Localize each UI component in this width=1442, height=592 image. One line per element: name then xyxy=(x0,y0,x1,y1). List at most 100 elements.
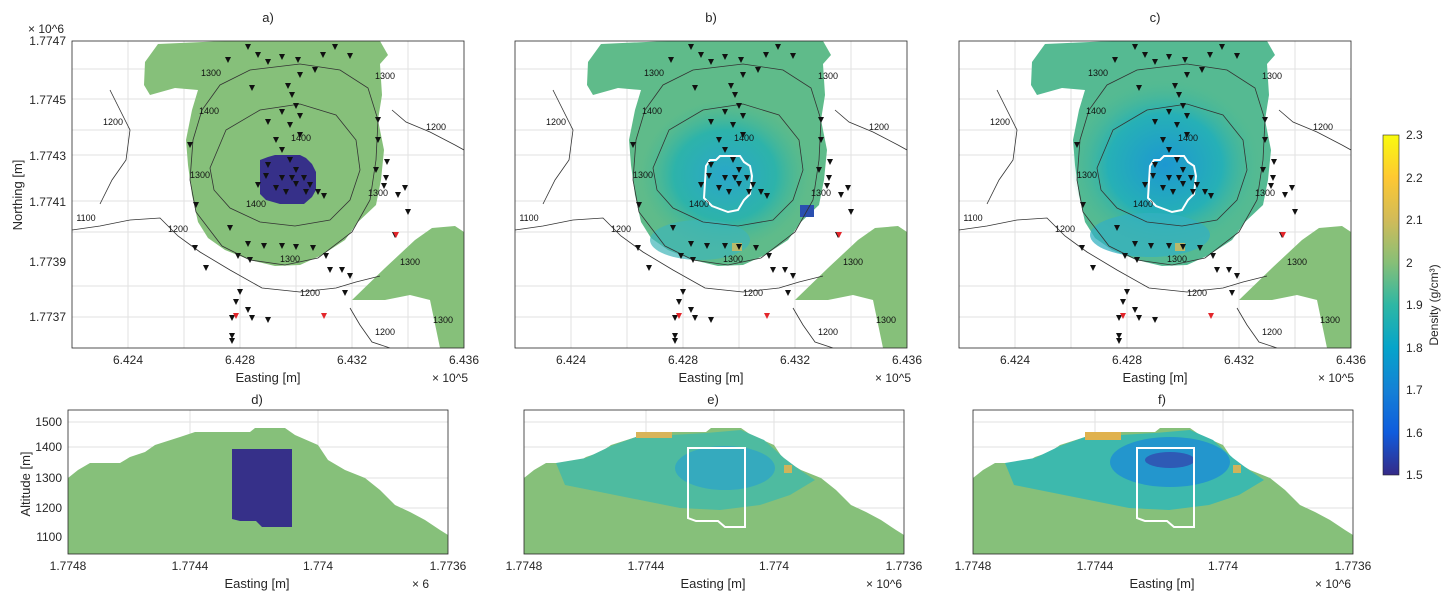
station-marker xyxy=(1208,193,1214,199)
station-marker xyxy=(1197,245,1203,251)
station-marker xyxy=(1262,117,1268,123)
station-marker xyxy=(1166,147,1172,153)
station-marker xyxy=(736,103,742,109)
station-marker xyxy=(1219,44,1225,50)
svg-text:1.7743: 1.7743 xyxy=(29,149,66,163)
contour-label: 1300 xyxy=(1255,188,1275,198)
station-marker xyxy=(327,267,333,273)
station-marker xyxy=(402,185,408,191)
station-marker xyxy=(265,162,271,168)
station-marker xyxy=(1174,157,1180,163)
station-marker xyxy=(676,313,682,319)
contour-label: 1400 xyxy=(1133,199,1153,209)
station-marker xyxy=(764,193,770,199)
station-marker xyxy=(1170,189,1176,195)
panel-b-stations xyxy=(630,44,854,344)
station-marker xyxy=(375,137,381,143)
contour-label: 1300 xyxy=(723,254,743,264)
contour-label: 1300 xyxy=(1262,71,1282,81)
svg-text:1.7739: 1.7739 xyxy=(29,255,66,269)
station-marker xyxy=(678,253,684,259)
panel-d: d) 1100 1200 1300 1400 1500 1.7748 1.774… xyxy=(18,392,467,591)
station-marker xyxy=(1229,290,1235,296)
svg-text:6.428: 6.428 xyxy=(668,353,698,367)
svg-text:1.8: 1.8 xyxy=(1406,341,1423,355)
station-marker xyxy=(790,273,796,279)
station-marker xyxy=(790,53,796,59)
contour-label: 1200 xyxy=(1055,224,1075,234)
station-marker xyxy=(722,243,728,249)
panel-e-low-density xyxy=(675,446,775,490)
station-marker xyxy=(764,313,770,319)
station-marker xyxy=(289,92,295,98)
contour-label: 1400 xyxy=(246,199,266,209)
svg-text:6.424: 6.424 xyxy=(556,353,586,367)
panel-b-x-multiplier: × 10^5 xyxy=(875,371,911,385)
station-marker xyxy=(321,193,327,199)
station-marker xyxy=(818,117,824,123)
panel-e-x-multiplier: × 10^6 xyxy=(866,577,902,591)
contour-label: 1300 xyxy=(1088,68,1108,78)
panel-d-title: d) xyxy=(251,392,263,407)
contour-label: 1400 xyxy=(642,106,662,116)
svg-text:6.432: 6.432 xyxy=(780,353,810,367)
station-marker xyxy=(1184,72,1190,78)
station-marker xyxy=(381,183,387,189)
contour-label: 1300 xyxy=(1287,257,1307,267)
station-marker xyxy=(249,85,255,91)
contour-label: 1300 xyxy=(433,315,453,325)
station-marker xyxy=(1207,52,1213,58)
station-marker xyxy=(1122,253,1128,259)
station-marker xyxy=(728,83,734,89)
svg-text:6.432: 6.432 xyxy=(1224,353,1254,367)
contour-label: 1400 xyxy=(734,133,754,143)
contour-label: 1300 xyxy=(280,254,300,264)
station-marker xyxy=(1114,225,1120,231)
station-marker xyxy=(692,315,698,321)
panel-c-high-cell xyxy=(1175,243,1185,251)
station-marker xyxy=(1182,57,1188,63)
contour-label: 1200 xyxy=(300,288,320,298)
panel-a-title: a) xyxy=(262,10,274,25)
station-marker xyxy=(816,167,822,173)
station-marker xyxy=(279,243,285,249)
panel-b-outline xyxy=(702,155,754,214)
station-marker xyxy=(1210,253,1216,259)
panel-d-x-multiplier: × 6 xyxy=(412,577,429,591)
station-marker xyxy=(1188,175,1194,181)
station-marker xyxy=(307,182,313,188)
station-marker xyxy=(732,92,738,98)
station-marker xyxy=(323,253,329,259)
station-marker xyxy=(310,245,316,251)
contour-label: 1200 xyxy=(426,122,446,132)
station-marker xyxy=(1176,92,1182,98)
station-marker xyxy=(273,137,279,143)
colorbar-ticks: 1.5 1.6 1.7 1.8 1.9 2 2.1 2.2 2.3 xyxy=(1406,128,1423,482)
svg-text:6.432: 6.432 xyxy=(337,353,367,367)
panel-f-xticks: 1.7748 1.7744 1.774 1.7736 xyxy=(955,559,1372,573)
station-marker xyxy=(775,44,781,50)
contour-label: 1300 xyxy=(1167,254,1187,264)
contour-label: 1200 xyxy=(1187,288,1207,298)
svg-text:1.7744: 1.7744 xyxy=(172,559,209,573)
panel-c-xlabel: Easting [m] xyxy=(1122,370,1187,385)
station-marker xyxy=(1176,175,1182,181)
panel-f-high-top xyxy=(1085,432,1121,440)
colorbar-label: Density (g/cm³) xyxy=(1427,264,1441,345)
station-marker xyxy=(1080,202,1086,208)
station-marker xyxy=(383,175,389,181)
contour-label: 1400 xyxy=(1086,106,1106,116)
station-marker xyxy=(1180,167,1186,173)
station-marker xyxy=(1132,307,1138,313)
svg-text:1.9: 1.9 xyxy=(1406,298,1423,312)
station-marker xyxy=(1090,265,1096,271)
station-marker xyxy=(287,157,293,163)
contour-label: 1300 xyxy=(400,257,420,267)
station-marker xyxy=(736,181,742,187)
panel-b-xlabel: Easting [m] xyxy=(678,370,743,385)
station-marker xyxy=(1282,192,1288,198)
svg-text:2: 2 xyxy=(1406,256,1413,270)
panel-e-xlabel: Easting [m] xyxy=(680,576,745,591)
station-marker xyxy=(301,175,307,181)
